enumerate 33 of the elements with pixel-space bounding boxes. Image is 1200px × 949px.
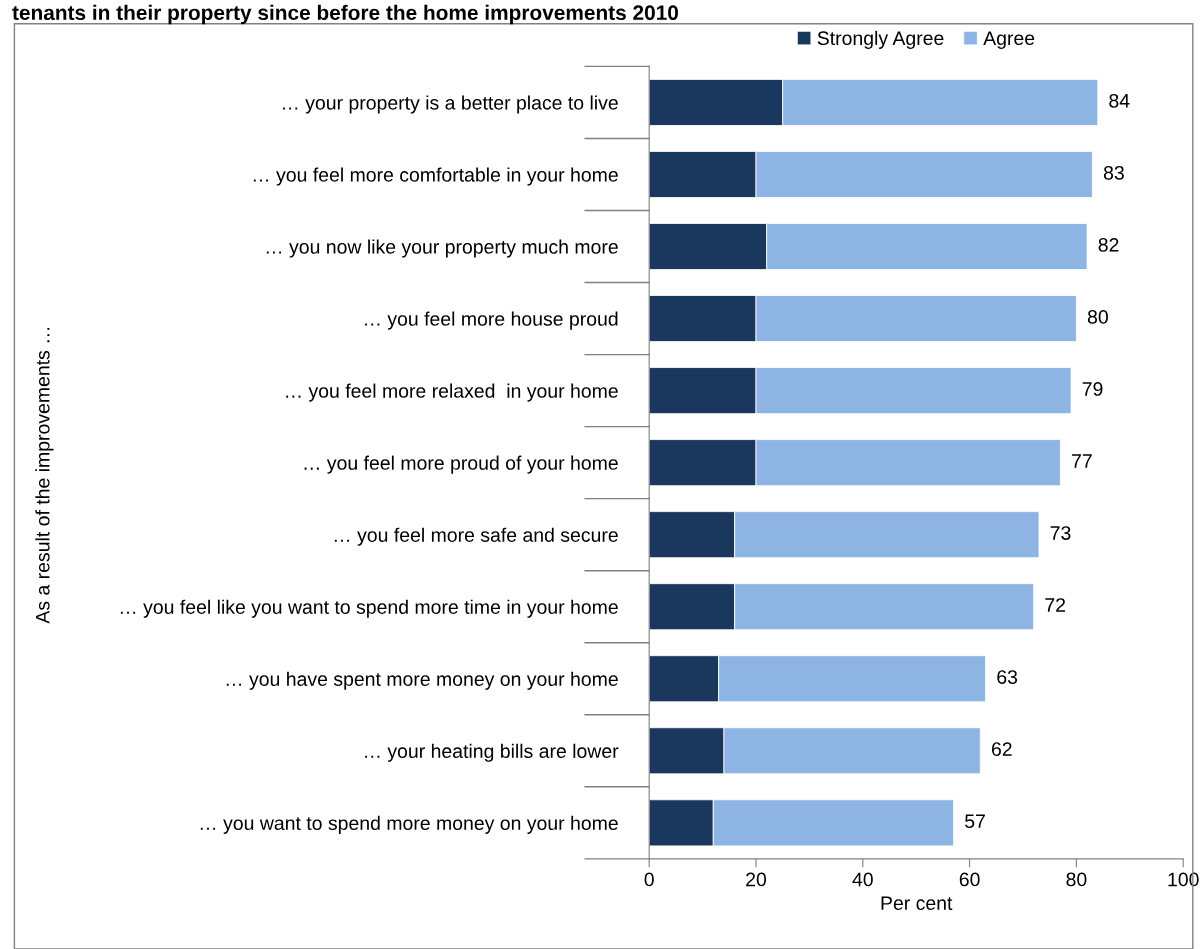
- y-tick-label: … you feel like you want to spend more time in your home: [120, 599, 618, 618]
- y-tick-label: … you feel more comfortable in your home: [253, 167, 618, 186]
- total-label: 63: [997, 670, 1018, 684]
- y-axis-title: As a result of the improvements …: [35, 328, 54, 624]
- x-axis-title: Per cent: [881, 896, 953, 910]
- y-tick-label: … you feel more proud of your home: [304, 455, 618, 474]
- y-tick-label: … your heating bills are lower: [365, 743, 619, 762]
- x-tick-label: 80: [1066, 872, 1087, 887]
- total-label: 82: [1098, 237, 1119, 252]
- total-label: 80: [1087, 310, 1108, 324]
- y-tick-label: … your property is a better place to live: [283, 95, 618, 114]
- total-label: 72: [1045, 598, 1066, 612]
- total-label: 84: [1109, 93, 1130, 108]
- y-tick-label: … you feel more safe and secure: [334, 527, 618, 546]
- y-tick-label: … you want to spend more money on your home: [200, 815, 618, 834]
- y-tick-label: … you feel more house proud: [365, 311, 618, 330]
- text: tenants in their property since before the home improvements 2010: [12, 4, 678, 25]
- total-label: 79: [1082, 382, 1103, 396]
- legend-label: Strongly Agree: [817, 30, 944, 49]
- x-tick-label: 0: [644, 872, 654, 887]
- legend-label: Agree: [983, 31, 1035, 49]
- x-tick-label: 60: [959, 872, 980, 887]
- x-tick-label: 100: [1168, 872, 1199, 887]
- y-tick-label: … you have spent more money on your home: [226, 671, 618, 690]
- y-tick-label: … you now like your property much more: [266, 239, 618, 258]
- total-label: 77: [1072, 454, 1092, 468]
- total-label: 57: [965, 814, 985, 829]
- y-tick-label: … you feel more relaxed in your home: [286, 383, 618, 402]
- x-tick-label: 40: [852, 872, 873, 887]
- x-tick-label: 20: [746, 872, 767, 887]
- total-label: 73: [1050, 526, 1071, 540]
- total-label: 62: [991, 742, 1012, 757]
- total-label: 83: [1103, 165, 1124, 180]
